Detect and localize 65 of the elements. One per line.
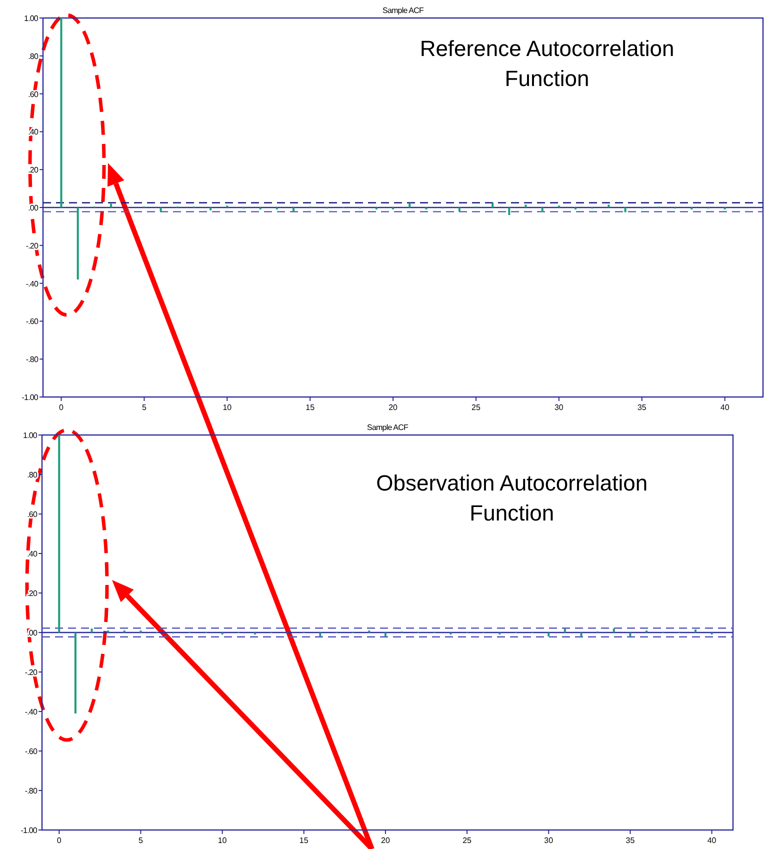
bar [629,632,632,636]
y-tick-label: -.60 [24,747,38,756]
x-tick-label: 5 [142,403,147,412]
y-tick-label: -1.00 [22,393,39,402]
x-tick-label: 40 [720,403,730,412]
bar [384,632,386,636]
annotation: Observation Autocorrelation Function [376,470,648,526]
y-tick-label: -.80 [24,786,38,796]
bar [210,208,212,210]
y-tick-label: .20 [28,166,39,175]
bar [408,202,411,208]
bar [564,628,566,632]
bar [458,208,460,212]
bar [90,628,93,632]
y-tick-label: -.60 [26,317,39,326]
bar [110,204,112,208]
chart-title: Sample ACF [382,6,424,15]
x-tick-label: 20 [381,836,390,845]
x-tick-label: 5 [138,836,144,845]
x-tick-label: 25 [462,836,472,845]
bar [694,630,696,632]
bar [541,208,544,212]
bar [58,435,60,632]
y-tick-label: -1.00 [20,826,38,835]
x-tick-label: 30 [544,836,554,845]
bar [492,202,494,208]
bar [612,628,615,632]
bar [60,18,62,208]
bar [74,632,76,714]
annotation: Reference Autocorrelation Function [420,36,674,91]
y-tick-label: 1.00 [24,14,39,23]
bar [76,208,79,280]
bar [524,204,527,208]
y-tick-label: -.20 [24,668,38,677]
bar [608,204,610,208]
x-tick-label: 35 [637,403,647,412]
y-tick-label: .40 [27,550,38,558]
bar [508,208,510,216]
x-tick-label: 40 [707,836,717,845]
x-tick-label: 0 [59,403,64,412]
y-tick-label: 1.00 [23,431,38,440]
x-tick-label: 30 [554,403,564,412]
bar [624,208,626,212]
x-tick-label: 35 [626,836,636,845]
y-tick-label: .60 [28,90,39,99]
x-tick-label: 10 [222,403,232,412]
chart-title: Sample ACF [367,423,408,432]
x-tick-label: 25 [472,403,481,412]
bar [580,632,582,636]
y-tick-label: .60 [27,510,38,519]
x-tick-label: 20 [388,403,398,412]
y-tick-label: .80 [28,52,39,61]
bar [160,208,162,212]
bar [319,632,322,636]
x-tick-label: 0 [56,836,62,845]
x-tick-label: 15 [299,836,309,845]
x-tick-label: 10 [218,836,228,845]
y-tick-label: -.80 [26,355,39,364]
y-tick-label: .00 [28,204,39,212]
y-tick-label: -.40 [24,708,38,716]
y-tick-label: -.40 [26,279,39,288]
x-tick-label: 15 [306,403,316,412]
bar [292,208,295,212]
y-tick-label: .80 [27,470,38,480]
bar [548,632,550,636]
